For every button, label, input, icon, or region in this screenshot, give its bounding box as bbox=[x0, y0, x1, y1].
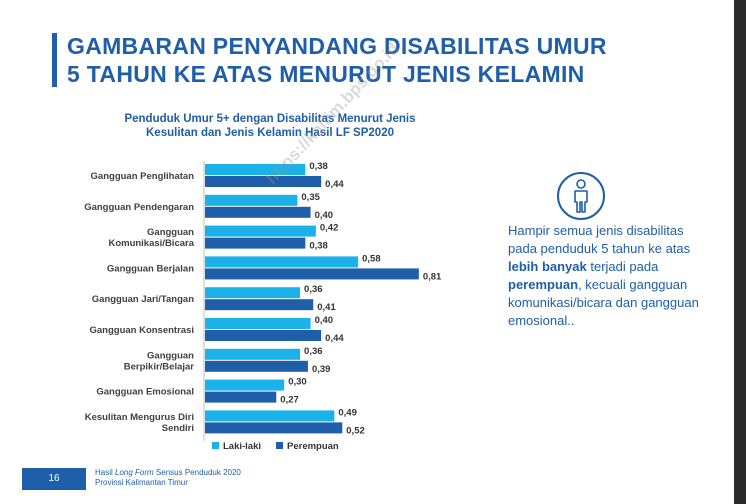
data-label: 0,36 bbox=[304, 284, 323, 295]
bar-perempuan bbox=[205, 268, 419, 280]
bar-laki-laki bbox=[205, 287, 301, 299]
data-label: 0,36 bbox=[304, 346, 323, 357]
data-label: 0,42 bbox=[320, 223, 339, 234]
category-label: Gangguan Penglihatan bbox=[91, 171, 195, 182]
data-label: 0,38 bbox=[309, 241, 328, 252]
data-label: 0,40 bbox=[315, 315, 334, 326]
category-label: Gangguan Emosional bbox=[96, 387, 194, 398]
data-label: 0,38 bbox=[309, 161, 328, 172]
page-edge-shadow bbox=[734, 0, 746, 504]
bar-perempuan bbox=[205, 176, 322, 187]
data-label: 0,58 bbox=[362, 253, 381, 264]
bar-laki-laki bbox=[205, 318, 311, 329]
data-label: 0,30 bbox=[288, 377, 307, 388]
info-text: Hampir semua jenis disabilitas pada pend… bbox=[508, 222, 708, 330]
data-label: 0,27 bbox=[280, 395, 299, 406]
page-title-line1: GAMBARAN PENYANDANG DISABILITAS UMUR bbox=[67, 33, 607, 59]
data-label: 0,41 bbox=[317, 302, 336, 313]
data-label: 0,39 bbox=[312, 364, 331, 375]
chart-title-line1: Penduduk Umur 5+ dengan Disabilitas Menu… bbox=[124, 113, 416, 125]
bar-laki-laki bbox=[205, 225, 316, 237]
info-text-part2: terjadi pada bbox=[586, 259, 659, 274]
chart-title-line2: Kesulitan dan Jenis Kelamin Hasil LF SP2… bbox=[146, 127, 394, 139]
category-label: Kesulitan Mengurus Diri Sendiri bbox=[85, 412, 194, 434]
data-label: 0,81 bbox=[423, 271, 442, 282]
footer-line1: Hasil Long Form Sensus Penduduk 2020 bbox=[95, 468, 241, 478]
category-label: Gangguan Berjalan bbox=[107, 263, 194, 274]
legend-swatch bbox=[212, 442, 219, 449]
page-number: 16 bbox=[22, 468, 86, 490]
title-accent-bar bbox=[52, 33, 57, 87]
page-title: GAMBARAN PENYANDANG DISABILITAS UMUR 5 T… bbox=[67, 32, 707, 88]
legend-label: Perempuan bbox=[287, 441, 339, 452]
legend-label: Laki-laki bbox=[223, 441, 261, 452]
footer-text: Hasil Long Form Sensus Penduduk 2020 Pro… bbox=[95, 468, 241, 488]
info-text-part1: Hampir semua jenis disabilitas pada pend… bbox=[508, 223, 691, 256]
bar-perempuan bbox=[205, 237, 306, 249]
data-label: 0,44 bbox=[325, 333, 344, 344]
bar-perempuan bbox=[205, 360, 308, 372]
data-label: 0,35 bbox=[301, 192, 320, 203]
page-title-line2: 5 TAHUN KE ATAS MENURUT JENIS KELAMIN bbox=[67, 61, 585, 87]
bar-laki-laki bbox=[205, 194, 298, 206]
info-text-bold1: lebih banyak bbox=[508, 259, 587, 274]
bar-perempuan bbox=[205, 391, 277, 403]
info-text-bold2: perempuan bbox=[508, 277, 579, 292]
category-label: Gangguan Berpikir/Belajar bbox=[124, 350, 195, 372]
category-label: Gangguan Komunikasi/Bicara bbox=[108, 227, 194, 249]
person-icon bbox=[557, 172, 605, 220]
bar-perempuan bbox=[205, 422, 343, 434]
category-label: Gangguan Konsentrasi bbox=[89, 325, 194, 336]
data-label: 0,49 bbox=[338, 407, 357, 418]
bar-laki-laki bbox=[205, 164, 306, 175]
info-text-part3: , kecuali gangguan komunikasi/bicara dan… bbox=[508, 277, 699, 328]
bar-perempuan bbox=[205, 299, 314, 311]
data-label: 0,44 bbox=[325, 179, 344, 190]
data-label: 0,40 bbox=[315, 210, 334, 221]
data-label: 0,52 bbox=[346, 425, 365, 436]
footer-line1-pre: Hasil bbox=[95, 468, 116, 477]
footer-line1-post: Sensus Penduduk 2020 bbox=[153, 468, 241, 477]
chart-title: Penduduk Umur 5+ dengan Disabilitas Menu… bbox=[100, 112, 440, 140]
bar-laki-laki bbox=[205, 410, 335, 422]
footer-line1-italic: Long Form bbox=[115, 468, 154, 477]
bar-laki-laki bbox=[205, 348, 301, 360]
category-label: Gangguan Jari/Tangan bbox=[92, 294, 194, 305]
bar-perempuan bbox=[205, 206, 311, 218]
legend-swatch bbox=[276, 442, 283, 449]
bar-laki-laki bbox=[205, 379, 285, 391]
bar-perempuan bbox=[205, 330, 322, 341]
category-label: Gangguan Pendengaran bbox=[84, 202, 194, 213]
bar-laki-laki bbox=[205, 256, 359, 268]
footer-line2: Provinsi Kalimantan Timur bbox=[95, 478, 188, 487]
